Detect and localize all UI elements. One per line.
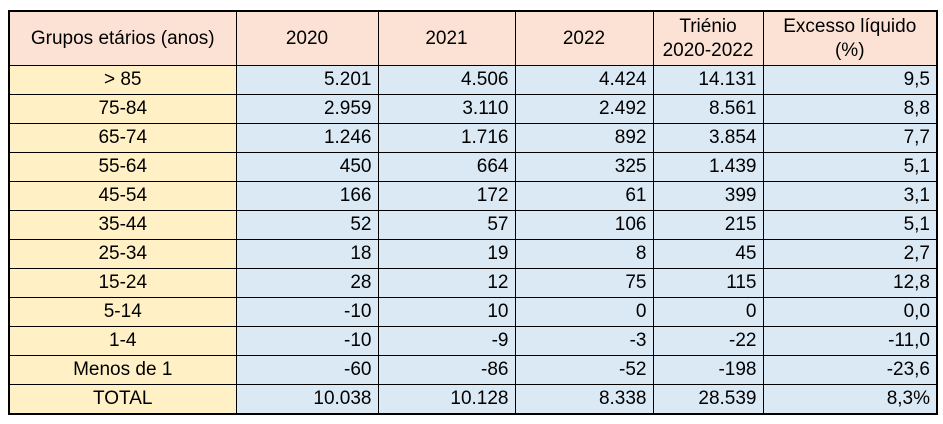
total-2020-cell: 10.038 <box>235 384 379 415</box>
header-line-excesso: Excesso líquido <box>783 15 917 37</box>
value-2020-cell: 18 <box>235 239 379 269</box>
value-2022-cell: 8 <box>514 239 654 269</box>
value-2020-cell: -10 <box>235 326 379 356</box>
value-2021-cell: -86 <box>377 355 516 385</box>
value-trienio-cell: -198 <box>652 355 764 385</box>
table-row-1-4: 1-4 -10 -9 -3 -22 -11,0 <box>8 326 938 356</box>
value-2022-cell: 2.492 <box>514 94 654 124</box>
value-2021-cell: 4.506 <box>377 65 516 95</box>
value-excesso-cell: 3,1 <box>762 181 938 211</box>
value-excesso-cell: 7,7 <box>762 123 938 153</box>
value-trienio-cell: 399 <box>652 181 764 211</box>
total-2021-cell: 10.128 <box>377 384 516 415</box>
value-2022-cell: 325 <box>514 152 654 182</box>
value-2021-cell: 10 <box>377 297 516 327</box>
value-excesso-cell: 5,1 <box>762 210 938 240</box>
age-group-cell: 65-74 <box>8 123 237 153</box>
table-row-75-84: 75-84 2.959 3.110 2.492 8.561 8,8 <box>8 94 938 124</box>
col-header-age-groups: Grupos etários (anos) <box>8 10 237 66</box>
value-trienio-cell: -22 <box>652 326 764 356</box>
age-group-cell: 75-84 <box>8 94 237 124</box>
table-row-total: TOTAL 10.038 10.128 8.338 28.539 8,3% <box>8 384 938 415</box>
age-group-cell: 55-64 <box>8 152 237 182</box>
value-trienio-cell: 0 <box>652 297 764 327</box>
value-trienio-cell: 45 <box>652 239 764 269</box>
value-2020-cell: -10 <box>235 297 379 327</box>
age-group-cell: Menos de 1 <box>8 355 237 385</box>
age-group-cell: 35-44 <box>8 210 237 240</box>
header-row: Grupos etários (anos) 2020 2021 2022 Tri… <box>8 10 938 66</box>
table-container: Grupos etários (anos) 2020 2021 2022 Tri… <box>8 10 938 415</box>
value-excesso-cell: 8,8 <box>762 94 938 124</box>
value-2021-cell: 12 <box>377 268 516 298</box>
value-2020-cell: -60 <box>235 355 379 385</box>
total-excesso-cell: 8,3% <box>762 384 938 415</box>
col-header-2022: 2022 <box>514 10 654 66</box>
value-excesso-cell: -23,6 <box>762 355 938 385</box>
value-2022-cell: 0 <box>514 297 654 327</box>
col-header-2021: 2021 <box>377 10 516 66</box>
value-trienio-cell: 3.854 <box>652 123 764 153</box>
header-line-trienio: Triénio <box>679 15 737 37</box>
table-row-65-74: 65-74 1.246 1.716 892 3.854 7,7 <box>8 123 938 153</box>
value-trienio-cell: 115 <box>652 268 764 298</box>
table-row-35-44: 35-44 52 57 106 215 5,1 <box>8 210 938 240</box>
value-excesso-cell: -11,0 <box>762 326 938 356</box>
value-2021-cell: 1.716 <box>377 123 516 153</box>
value-excesso-cell: 12,8 <box>762 268 938 298</box>
col-header-excesso-liquido: Excesso líquido (%) <box>762 10 938 66</box>
value-2022-cell: 61 <box>514 181 654 211</box>
age-group-cell: 1-4 <box>8 326 237 356</box>
value-2021-cell: 57 <box>377 210 516 240</box>
value-2021-cell: 19 <box>377 239 516 269</box>
mortality-age-groups-table: Grupos etários (anos) 2020 2021 2022 Tri… <box>8 10 938 415</box>
value-trienio-cell: 215 <box>652 210 764 240</box>
age-group-cell: 5-14 <box>8 297 237 327</box>
value-2021-cell: -9 <box>377 326 516 356</box>
value-2020-cell: 2.959 <box>235 94 379 124</box>
value-2020-cell: 450 <box>235 152 379 182</box>
value-excesso-cell: 2,7 <box>762 239 938 269</box>
table-row-25-34: 25-34 18 19 8 45 2,7 <box>8 239 938 269</box>
value-2020-cell: 166 <box>235 181 379 211</box>
age-group-cell: 45-54 <box>8 181 237 211</box>
value-trienio-cell: 1.439 <box>652 152 764 182</box>
value-2020-cell: 1.246 <box>235 123 379 153</box>
col-header-2020: 2020 <box>235 10 379 66</box>
table-row-15-24: 15-24 28 12 75 115 12,8 <box>8 268 938 298</box>
table-row-45-54: 45-54 166 172 61 399 3,1 <box>8 181 938 211</box>
value-2020-cell: 28 <box>235 268 379 298</box>
total-trienio-cell: 28.539 <box>652 384 764 415</box>
value-2022-cell: 106 <box>514 210 654 240</box>
age-group-cell: > 85 <box>8 65 237 95</box>
total-2022-cell: 8.338 <box>514 384 654 415</box>
value-excesso-cell: 5,1 <box>762 152 938 182</box>
table-row-gt85: > 85 5.201 4.506 4.424 14.131 9,5 <box>8 65 938 95</box>
value-2020-cell: 52 <box>235 210 379 240</box>
value-trienio-cell: 8.561 <box>652 94 764 124</box>
value-2022-cell: -52 <box>514 355 654 385</box>
header-line-trienio-years: 2020-2022 <box>662 39 754 61</box>
value-excesso-cell: 0,0 <box>762 297 938 327</box>
header-line-percent: (%) <box>834 39 865 61</box>
age-group-cell: 15-24 <box>8 268 237 298</box>
table-row-5-14: 5-14 -10 10 0 0 0,0 <box>8 297 938 327</box>
value-excesso-cell: 9,5 <box>762 65 938 95</box>
value-2020-cell: 5.201 <box>235 65 379 95</box>
table-row-55-64: 55-64 450 664 325 1.439 5,1 <box>8 152 938 182</box>
value-2021-cell: 172 <box>377 181 516 211</box>
value-2021-cell: 3.110 <box>377 94 516 124</box>
total-label-cell: TOTAL <box>8 384 237 415</box>
age-group-cell: 25-34 <box>8 239 237 269</box>
table-row-menos-de-1: Menos de 1 -60 -86 -52 -198 -23,6 <box>8 355 938 385</box>
value-2022-cell: 75 <box>514 268 654 298</box>
value-2022-cell: 4.424 <box>514 65 654 95</box>
value-2021-cell: 664 <box>377 152 516 182</box>
value-trienio-cell: 14.131 <box>652 65 764 95</box>
value-2022-cell: -3 <box>514 326 654 356</box>
value-2022-cell: 892 <box>514 123 654 153</box>
col-header-trienio: Triénio 2020-2022 <box>652 10 764 66</box>
